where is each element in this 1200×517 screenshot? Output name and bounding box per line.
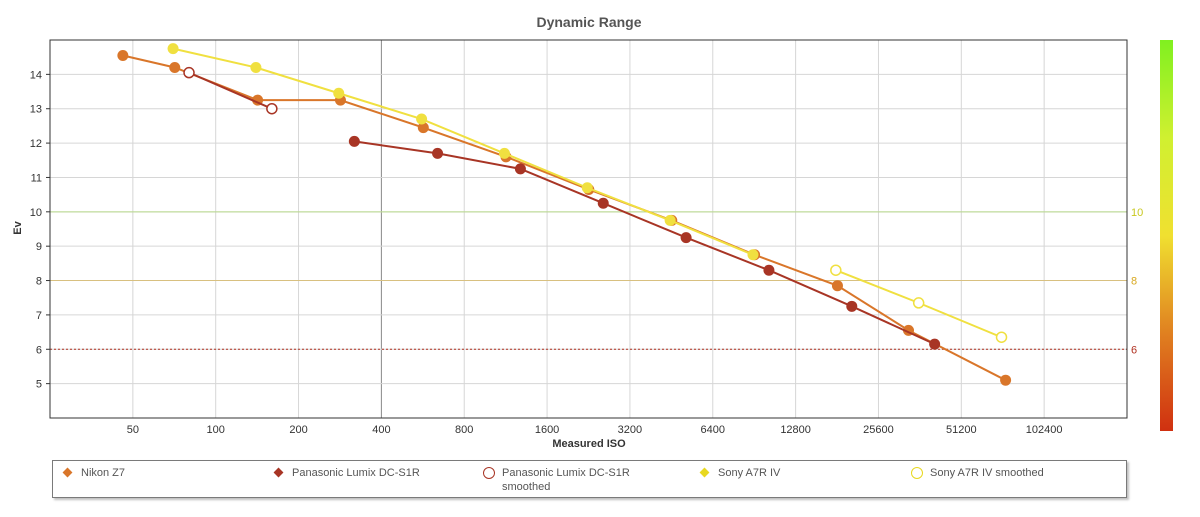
legend-label: Panasonic Lumix DC-S1R smoothed [502,467,630,493]
x-tick-label: 25600 [863,424,894,436]
y-axis-label: Ev [12,220,24,234]
data-point [831,280,843,292]
y-tick-label: 5 [36,379,42,391]
legend-item-nikon-z7[interactable]: Nikon Z7 [61,466,125,480]
data-point [183,66,195,79]
reference-line-label: 8 [1131,276,1137,288]
data-point [417,122,429,134]
data-point [348,135,360,147]
legend-label: Sony A7R IV smoothed [930,467,1044,479]
data-point [830,264,842,276]
legend-item-panasonic-s1r-smoothed[interactable]: Panasonic Lumix DC-S1R smoothed [482,466,642,494]
data-point [929,338,941,350]
data-point [498,147,510,159]
legend-item-sony-a7r-iv[interactable]: Sony A7R IV [698,466,780,480]
series-line [188,71,273,110]
data-point [664,214,676,226]
x-tick-label: 800 [455,424,473,436]
y-axis-ticks: 5 6 7 8 9 10 11 12 13 14 [30,69,50,391]
x-tick-label: 100 [207,424,225,436]
data-point [1000,374,1012,386]
series-panasonic-lumix-dc-s1r [348,135,941,350]
y-tick-label: 10 [30,207,42,219]
legend-label: Sony A7R IV [718,467,781,479]
series-panasonic-lumix-dc-s1r-smoothed [183,66,278,115]
x-tick-label: 102400 [1026,424,1063,436]
x-tick-label: 51200 [946,424,977,436]
legend-item-sony-a7r-iv-smoothed[interactable]: Sony A7R IV smoothed [910,466,1044,480]
legend-label: Panasonic Lumix DC-S1R [292,467,420,479]
y-tick-label: 14 [30,69,42,81]
legend-marker-circle-icon [482,466,496,480]
series-line [172,47,754,256]
grid [50,40,1127,418]
data-point [432,147,444,159]
y-tick-label: 13 [30,104,42,116]
reference-line-label: 6 [1131,344,1137,356]
data-point [416,113,428,125]
x-tick-label: 1600 [535,424,559,436]
data-point [846,300,858,312]
chart-title: Dynamic Range [536,14,641,30]
x-axis-ticks: 50 100 200 400 800 1600 3200 6400 12800 25600 5120… [127,424,1063,436]
x-tick-label: 12800 [780,424,811,436]
y-tick-label: 6 [36,344,42,356]
data-point [266,102,278,115]
data-point [912,297,925,309]
legend-marker-diamond-icon [698,466,712,480]
x-axis-label: Measured ISO [552,438,626,450]
legend-marker-circle-icon [910,466,924,480]
legend: Nikon Z7 Panasonic Lumix DC-S1R Panasoni… [52,460,1127,498]
legend-marker-diamond-icon [272,466,286,480]
series [117,43,1012,386]
data-point [581,182,593,194]
data-point [763,264,775,276]
x-tick-label: 50 [127,424,139,436]
data-point [680,232,692,244]
data-point [167,43,179,55]
y-tick-label: 9 [36,241,42,253]
x-tick-label: 3200 [618,424,642,436]
data-point [250,61,262,73]
y-tick-label: 8 [36,276,42,288]
data-point [169,61,181,73]
data-point [747,249,759,261]
series-line [354,140,936,346]
plot-frame [49,39,1128,419]
legend-item-panasonic-s1r[interactable]: Panasonic Lumix DC-S1R [272,466,420,480]
data-point [995,331,1008,343]
series-sony-a7r-iv [167,43,759,261]
reference-lines: 10 8 6 [50,207,1143,356]
colorbar [1160,40,1173,431]
data-point [597,197,609,209]
legend-label: Nikon Z7 [81,467,126,479]
reference-line-label: 10 [1131,207,1143,219]
y-tick-label: 7 [36,310,42,322]
x-tick-label: 400 [372,424,390,436]
data-point [117,49,129,61]
data-point [514,163,526,175]
y-tick-label: 12 [30,138,42,150]
legend-marker-diamond-icon [61,466,75,480]
x-tick-label: 200 [289,424,307,436]
data-point [333,87,345,99]
y-tick-label: 11 [31,172,42,184]
series-sony-a7r-iv-smoothed [830,264,1008,343]
x-tick-label: 6400 [701,424,725,436]
series-line [122,54,1007,382]
